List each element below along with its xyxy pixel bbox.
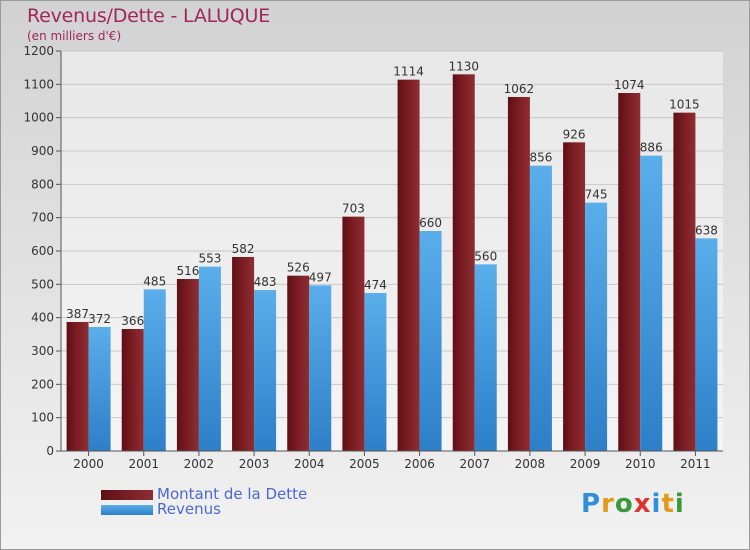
y-tick-label: 200 [31,377,54,391]
data-label-revenus: 497 [309,270,332,284]
bar-dette [452,74,475,451]
y-tick-label: 0 [46,444,54,458]
x-tick-label: 2007 [459,457,490,471]
x-tick-label: 2001 [128,457,159,471]
logo-letter: o [614,489,634,519]
data-label-dette: 366 [121,314,144,328]
bar-dette [673,112,696,452]
data-label-revenus: 660 [419,216,442,230]
bar-dette [66,322,89,451]
chart-subtitle: (en milliers d'€) [27,29,122,43]
x-tick-label: 2004 [294,457,325,471]
y-tick-label: 600 [31,244,54,258]
y-tick-label: 1000 [23,111,54,125]
x-tick-label: 2010 [625,457,656,471]
data-label-dette: 1074 [614,78,645,92]
chart-title: Revenus/Dette - LALUQUE [27,5,271,27]
bar-dette [342,216,365,451]
data-label-revenus: 483 [254,275,277,289]
data-label-dette: 703 [342,202,365,216]
bar-revenus [254,290,277,451]
data-label-revenus: 638 [695,223,718,237]
bar-revenus [419,231,442,451]
data-label-revenus: 372 [88,312,111,326]
bar-dette [176,279,199,451]
data-label-dette: 1015 [669,98,700,112]
data-label-revenus: 856 [529,151,552,165]
legend-swatch-dette [101,490,153,500]
data-label-dette: 926 [563,127,586,141]
y-tick-label: 700 [31,211,54,225]
x-tick-label: 2009 [570,457,601,471]
data-label-dette: 1114 [393,65,424,79]
bar-revenus [88,327,111,451]
bar-revenus [585,202,608,451]
y-tick-label: 100 [31,411,54,425]
bar-revenus [143,289,166,451]
y-tick-label: 900 [31,144,54,158]
bar-dette [618,93,641,451]
bar-dette [563,142,586,452]
bar-revenus [474,264,497,451]
data-label-revenus: 560 [474,249,497,263]
bar-dette [232,257,255,451]
bar-dette [121,329,144,451]
data-label-revenus: 745 [585,188,608,202]
data-label-dette: 1062 [504,82,535,96]
x-tick-label: 2006 [404,457,435,471]
x-tick-label: 2000 [73,457,104,471]
data-label-revenus: 886 [640,141,663,155]
data-label-dette: 516 [176,264,199,278]
y-tick-label: 1100 [23,77,54,91]
data-label-revenus: 474 [364,278,387,292]
bar-revenus [309,285,332,451]
logo-letter: i [651,489,662,519]
proxiti-logo: Proxiti [581,489,685,519]
bar-revenus [640,155,663,451]
bar-revenus [529,165,552,451]
bar-revenus [695,238,718,451]
bar-dette [397,79,420,452]
x-tick-label: 2011 [680,457,711,471]
bar-revenus [198,266,221,451]
x-tick-label: 2008 [515,457,546,471]
y-tick-label: 400 [31,311,54,325]
data-label-dette: 387 [66,307,89,321]
x-tick-label: 2003 [239,457,270,471]
logo-letter: t [661,489,675,519]
legend-label-dette: Montant de la Dette [157,485,308,503]
data-label-dette: 1130 [448,59,479,73]
y-tick-label: 300 [31,344,54,358]
logo-letter: i [674,489,685,519]
logo-letter: r [601,489,615,519]
y-tick-label: 500 [31,277,54,291]
data-label-dette: 582 [232,242,255,256]
bar-dette [287,275,310,451]
x-tick-label: 2005 [349,457,380,471]
data-label-dette: 526 [287,261,310,275]
bar-revenus [364,293,387,451]
y-tick-label: 1200 [23,44,54,58]
bar-dette [507,97,530,451]
data-label-revenus: 553 [198,252,221,266]
legend-swatch-revenus [101,505,153,515]
legend-label-revenus: Revenus [157,500,221,518]
data-label-revenus: 485 [143,274,166,288]
y-tick-label: 800 [31,177,54,191]
x-tick-label: 2002 [184,457,215,471]
logo-letter: P [581,489,602,519]
logo-letter: x [633,489,652,519]
